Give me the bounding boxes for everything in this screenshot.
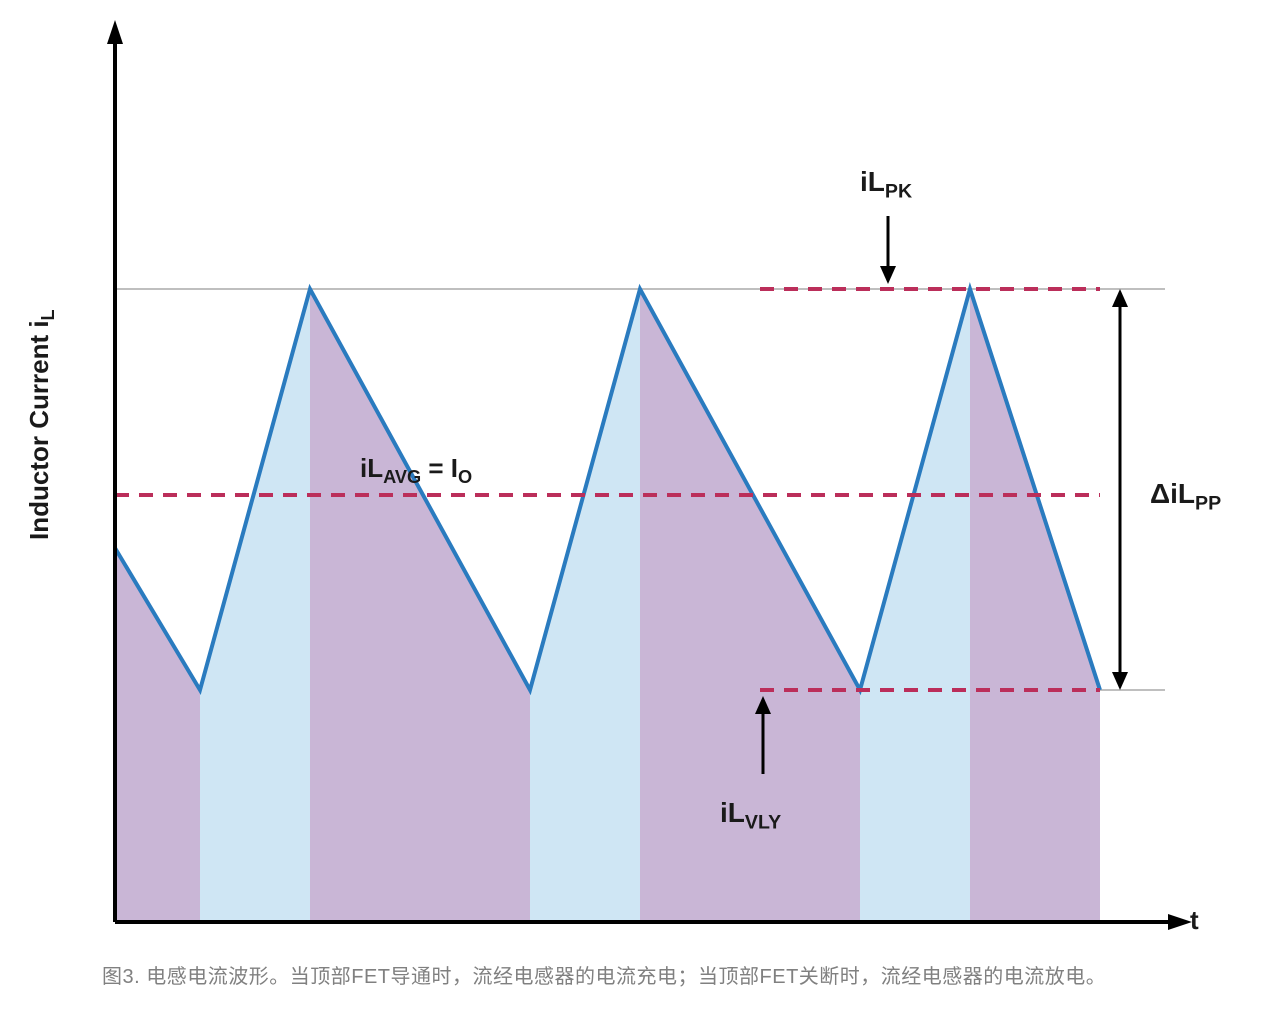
delta-bracket-arrowhead-bottom [1112, 672, 1128, 690]
wave-fill-rise-2 [530, 289, 640, 922]
valley-label: iLVLY [720, 797, 781, 835]
delta-bracket-arrowhead-top [1112, 289, 1128, 307]
x-axis-label: t [1190, 905, 1199, 936]
inductor-current-chart [0, 0, 1280, 1011]
peak-label: iLPK [860, 166, 912, 204]
peak-pointer-arrowhead [880, 266, 896, 284]
wave-fill-rise-1 [200, 289, 310, 922]
wave-fill-fall-4 [970, 289, 1100, 922]
delta-label: ΔiLPP [1150, 478, 1221, 516]
wave-fill-fall-2 [310, 289, 530, 922]
x-axis-arrowhead [1168, 914, 1192, 930]
figure-caption: 图3. 电感电流波形。当顶部FET导通时，流经电感器的电流充电；当顶部FET关断… [102, 960, 1182, 989]
avg-label: iLAVG = IO [360, 453, 472, 488]
wave-fill-rise-3 [860, 289, 970, 922]
y-axis-arrowhead [107, 20, 123, 44]
wave-fill-fall-1 [115, 548, 200, 922]
